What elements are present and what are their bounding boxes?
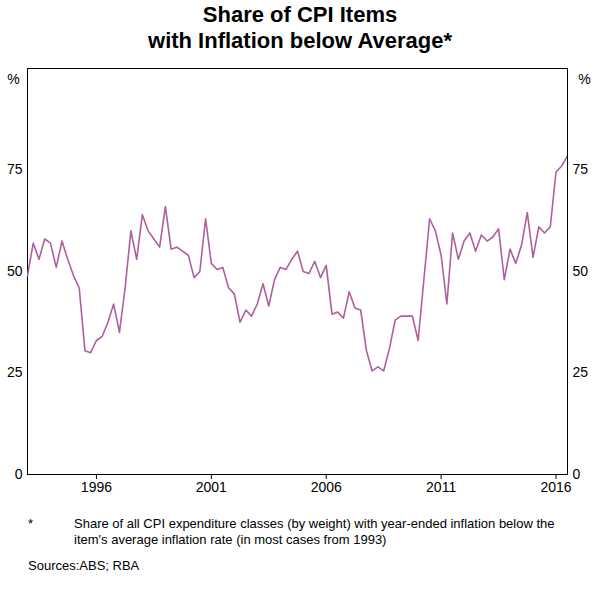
html-text:Share of all CPI expenditure c: Share of all CPI expenditure classes (by… — [74, 516, 555, 547]
svg-text:0: 0 — [15, 466, 23, 482]
svg-text:2006: 2006 — [311, 479, 342, 495]
svg-text:%: % — [7, 71, 19, 87]
svg-text:25: 25 — [7, 364, 23, 380]
svg-text:25: 25 — [573, 364, 589, 380]
svg-text:1996: 1996 — [81, 479, 112, 495]
svg-text:50: 50 — [573, 263, 589, 279]
svg-text:75: 75 — [7, 161, 23, 177]
svg-text:2011: 2011 — [426, 479, 456, 495]
svg-text:%: % — [578, 71, 590, 87]
html-text:Sources: ABS; RBA: Sources: ABS; RBA — [28, 558, 140, 573]
html-text:Share of CPI Items with Inflat: Share of CPI Items with Inflation below … — [148, 2, 452, 53]
svg-text:75: 75 — [573, 161, 589, 177]
svg-text:0: 0 — [573, 466, 581, 482]
svg-text:2016: 2016 — [540, 479, 571, 495]
svg-text:50: 50 — [7, 263, 23, 279]
svg-text:2001: 2001 — [196, 479, 227, 495]
